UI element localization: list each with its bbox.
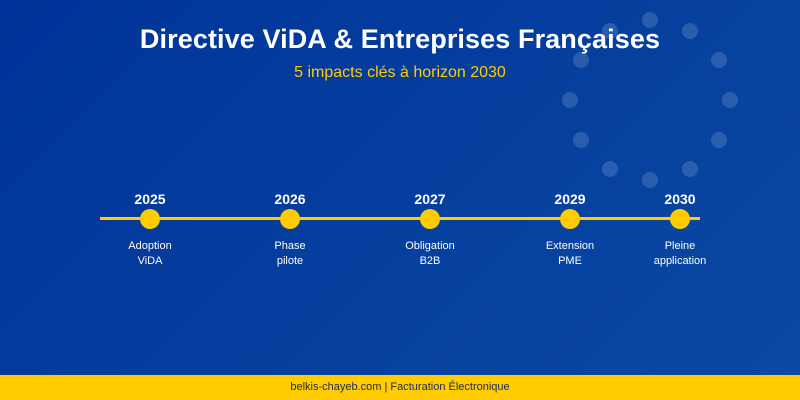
milestone-label-line2: B2B (419, 255, 441, 267)
milestone-label-line1: Phase (274, 240, 306, 252)
milestone-2029: 2029 Extension PME (510, 190, 630, 267)
footer-text: belkis-chayeb.com | Facturation Électron… (290, 381, 510, 393)
milestone-label: Adoption ViDA (90, 239, 210, 269)
milestone-2025: 2025 Adoption ViDA (90, 190, 210, 267)
milestone-label-line2: application (653, 255, 707, 267)
milestone-label: Phase pilote (230, 239, 350, 269)
page-subtitle: 5 impacts clés à horizon 2030 (294, 64, 506, 81)
milestone-label-line2: PME (558, 255, 582, 267)
milestone-dot-icon (280, 209, 300, 229)
page-title: Directive ViDA & Entreprises Françaises (139, 24, 661, 54)
milestone-label-line1: Pleine (664, 240, 696, 252)
milestone-year: 2025 (134, 191, 166, 207)
milestone-year: 2029 (554, 191, 586, 207)
milestone-label: Pleine application (620, 239, 740, 269)
milestone-label: Obligation B2B (370, 239, 490, 269)
milestone-label: Extension PME (510, 239, 630, 269)
milestone-label-line1: Obligation (405, 240, 455, 252)
milestone-dot-icon (560, 209, 580, 229)
timeline-line (100, 217, 700, 220)
milestone-year: 2030 (664, 191, 696, 207)
milestone-label-line1: Adoption (128, 240, 172, 252)
milestone-label-line2: ViDA (137, 255, 163, 267)
milestone-year: 2027 (414, 191, 446, 207)
milestone-2027: 2027 Obligation B2B (370, 190, 490, 267)
milestone-2026: 2026 Phase pilote (230, 190, 350, 267)
milestone-label-line1: Extension (545, 240, 595, 252)
milestone-2030: 2030 Pleine application (620, 190, 740, 267)
milestone-dot-icon (140, 209, 160, 229)
milestone-label-line2: pilote (276, 255, 304, 267)
milestone-dot-icon (420, 209, 440, 229)
milestone-year: 2026 (274, 191, 306, 207)
milestone-dot-icon (670, 209, 690, 229)
footer-bar: belkis-chayeb.com | Facturation Électron… (0, 375, 800, 400)
